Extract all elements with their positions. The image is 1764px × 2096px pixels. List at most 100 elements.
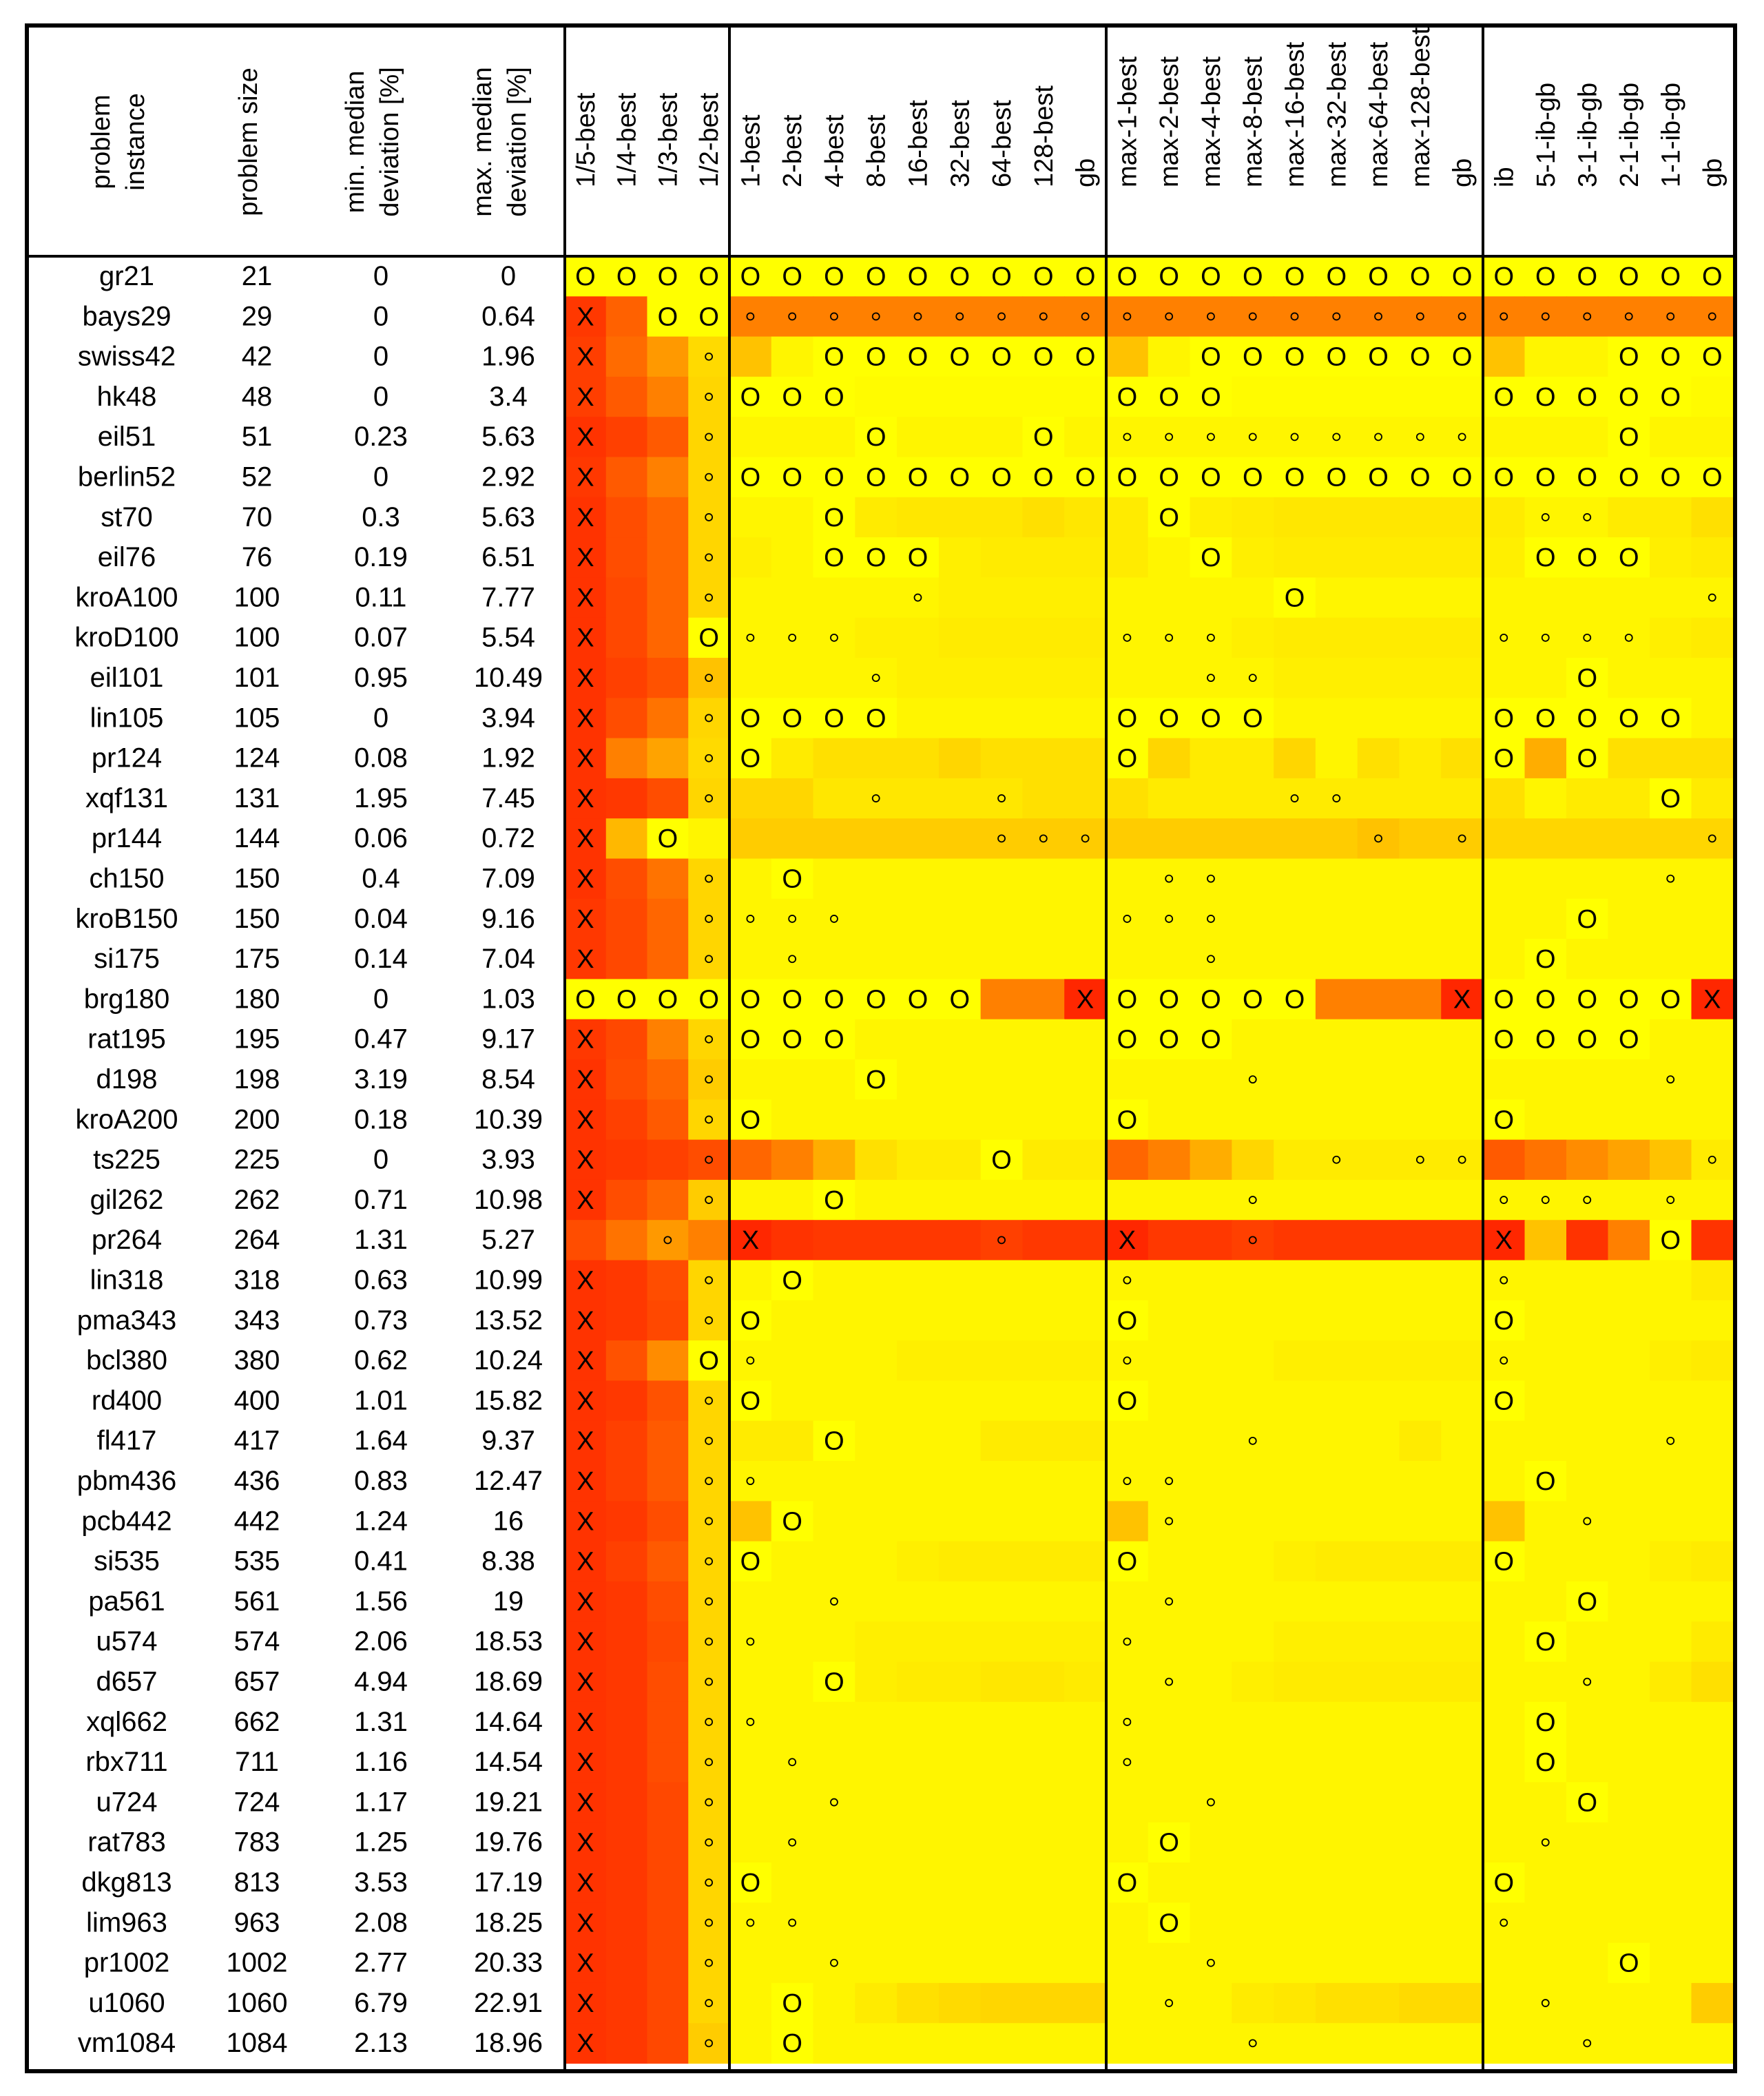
heat-cell — [1064, 1059, 1107, 1100]
heat-cell — [1399, 778, 1442, 819]
heat-cell — [1148, 1019, 1191, 1060]
heat-cell — [1483, 778, 1526, 819]
heat-cell — [1691, 256, 1733, 297]
heat-cell — [565, 818, 607, 860]
heat-cell — [1022, 1581, 1065, 1622]
heat-cell — [1357, 939, 1400, 979]
column-header-2-1-ib-gb: 2-1-ib-gb — [1615, 83, 1644, 187]
mark-worst: X — [577, 1026, 594, 1055]
mark-best: O — [1493, 383, 1514, 412]
heat-cell — [1691, 1581, 1733, 1622]
heat-cell — [1566, 1220, 1609, 1261]
heat-cell — [1566, 1581, 1609, 1622]
heat-cell — [1566, 1782, 1609, 1823]
mark-small-circle — [705, 1115, 714, 1124]
heat-cell — [1274, 1501, 1316, 1542]
heat-cell — [855, 939, 897, 979]
heat-cell — [1190, 1942, 1232, 1984]
heat-cell — [1232, 296, 1274, 338]
mark-small-circle — [1248, 1196, 1257, 1204]
row-size: 262 — [234, 1185, 280, 1215]
heat-cell — [1148, 1862, 1191, 1903]
heat-cell — [1274, 698, 1316, 739]
heat-cell — [1650, 1179, 1692, 1221]
heat-cell — [688, 1179, 730, 1221]
heat-cell — [1566, 2023, 1609, 2064]
mark-small-circle — [1165, 433, 1174, 442]
heat-cell — [1148, 1099, 1191, 1141]
mark-small-circle — [871, 674, 880, 683]
heat-cell — [813, 497, 855, 538]
heat-cell — [1274, 1461, 1316, 1502]
mark-best: O — [1535, 262, 1556, 291]
heat-cell — [605, 1380, 648, 1422]
row-size: 131 — [234, 783, 280, 813]
mark-worst: X — [1495, 1226, 1513, 1255]
heat-cell — [1483, 577, 1526, 619]
heat-cell — [1524, 1822, 1567, 1863]
heat-cell — [1608, 1822, 1650, 1863]
heat-cell — [1190, 1862, 1232, 1903]
row-max-deviation: 10.98 — [474, 1185, 543, 1215]
heat-cell — [1274, 979, 1316, 1020]
heat-cell — [1691, 296, 1733, 338]
mark-best: O — [1201, 262, 1221, 291]
heat-cell — [1650, 1782, 1692, 1823]
heat-cell — [1274, 1300, 1316, 1341]
heat-cell — [605, 577, 648, 619]
heat-cell — [1190, 1461, 1232, 1502]
mark-small-circle — [705, 1718, 714, 1726]
mark-best: O — [1535, 1467, 1556, 1496]
heat-cell — [1608, 778, 1650, 819]
heat-cell — [1274, 1701, 1316, 1743]
row-size: 711 — [235, 1747, 279, 1777]
mark-best: O — [908, 262, 928, 291]
heat-cell — [1483, 256, 1526, 297]
heat-cell — [771, 778, 814, 819]
row-min-deviation: 0.41 — [354, 1546, 408, 1577]
heat-cell — [688, 617, 730, 658]
heat-cell — [938, 1822, 982, 1863]
mark-small-circle — [705, 955, 714, 964]
heat-cell — [938, 1420, 982, 1462]
heat-cell — [938, 1621, 982, 1663]
heat-cell — [647, 1701, 689, 1743]
mark-best: O — [1452, 463, 1473, 492]
heat-cell — [1650, 457, 1692, 498]
heat-cell — [729, 1661, 772, 1703]
heat-cell — [1232, 1742, 1274, 1783]
mark-small-circle — [913, 312, 922, 321]
heat-cell — [1274, 1340, 1316, 1381]
mark-small-circle — [1123, 1276, 1132, 1285]
heat-cell — [1524, 858, 1567, 900]
heat-cell — [1106, 2023, 1149, 2064]
mark-worst: X — [577, 1788, 594, 1817]
heat-cell — [855, 1581, 897, 1622]
mark-worst: X — [577, 1307, 594, 1336]
heat-cell — [1399, 617, 1442, 658]
heat-cell — [1399, 1099, 1442, 1141]
heat-cell — [1106, 296, 1149, 338]
heat-cell — [565, 1862, 607, 1903]
heat-cell — [605, 698, 648, 739]
mark-small-circle — [705, 794, 714, 802]
heat-cell — [1190, 818, 1232, 860]
mark-worst: X — [577, 1066, 594, 1094]
heat-cell — [1357, 1300, 1400, 1341]
row-size: 436 — [234, 1466, 280, 1496]
heat-cell — [855, 1742, 897, 1783]
mark-best: O — [1159, 985, 1179, 1014]
heat-cell — [771, 1742, 814, 1783]
row-max-deviation: 5.63 — [481, 422, 535, 452]
heat-cell — [1566, 256, 1609, 297]
row-size: 100 — [234, 623, 280, 653]
heat-cell — [1106, 1742, 1149, 1783]
mark-best: O — [1702, 463, 1723, 492]
heat-cell — [1566, 858, 1609, 900]
heat-cell — [980, 658, 1024, 698]
mark-worst: X — [577, 504, 594, 532]
heat-cell — [1483, 979, 1526, 1020]
heat-cell — [647, 537, 689, 578]
heat-cell — [647, 417, 689, 458]
heat-cell — [1274, 1982, 1316, 2024]
